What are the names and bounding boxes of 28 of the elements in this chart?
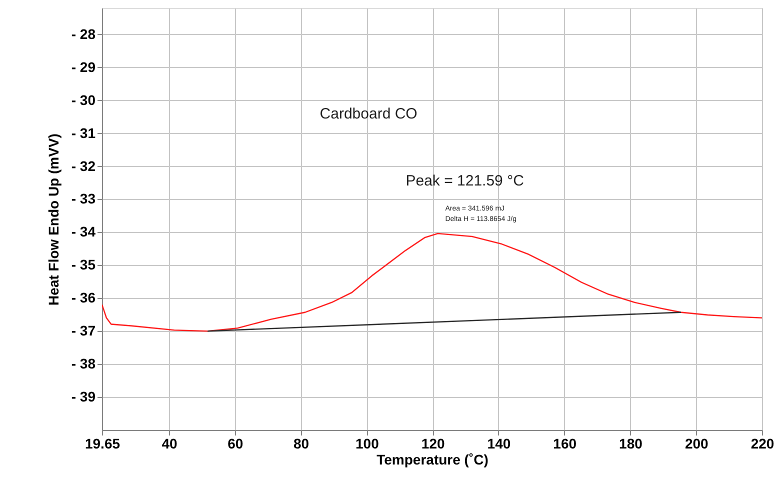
x-tick-label: 220	[750, 436, 774, 452]
y-tick-label: - 29	[71, 58, 96, 75]
y-tick-label: - 31	[71, 124, 96, 141]
x-tick-label: 160	[553, 436, 577, 452]
y-tick-label: - 37	[71, 322, 96, 339]
annotation: Peak = 121.59 °C	[406, 172, 524, 190]
x-axis-title: Temperature (˚C)	[376, 452, 488, 468]
y-axis-title: Heat Flow Endo Up (mVV)	[45, 134, 62, 306]
x-tick-label: 180	[619, 436, 643, 452]
x-tick-label: 120	[421, 436, 445, 452]
x-tick-label: 60	[228, 436, 244, 452]
y-tick-label: - 34	[71, 224, 96, 240]
x-tick-label: 80	[294, 436, 310, 452]
x-tick-label: 200	[684, 436, 709, 452]
x-tick-label: 100	[356, 436, 380, 452]
y-tick-label: - 32	[71, 158, 96, 174]
x-tick-label: 140	[487, 436, 511, 452]
y-tick-label: - 30	[71, 92, 96, 108]
line-series	[102, 232, 762, 332]
x-tick-label: 19.65	[84, 436, 120, 452]
y-tick-label: - 33	[71, 190, 96, 207]
y-tick-label: - 36	[71, 290, 96, 306]
y-tick-label: - 28	[71, 26, 96, 42]
x-tick-label: 40	[162, 436, 178, 452]
y-tick-label: - 39	[71, 388, 96, 405]
text: Cardboard CO	[320, 106, 418, 122]
y-tick-label: - 38	[71, 356, 96, 372]
y-tick-label: - 35	[71, 256, 96, 273]
